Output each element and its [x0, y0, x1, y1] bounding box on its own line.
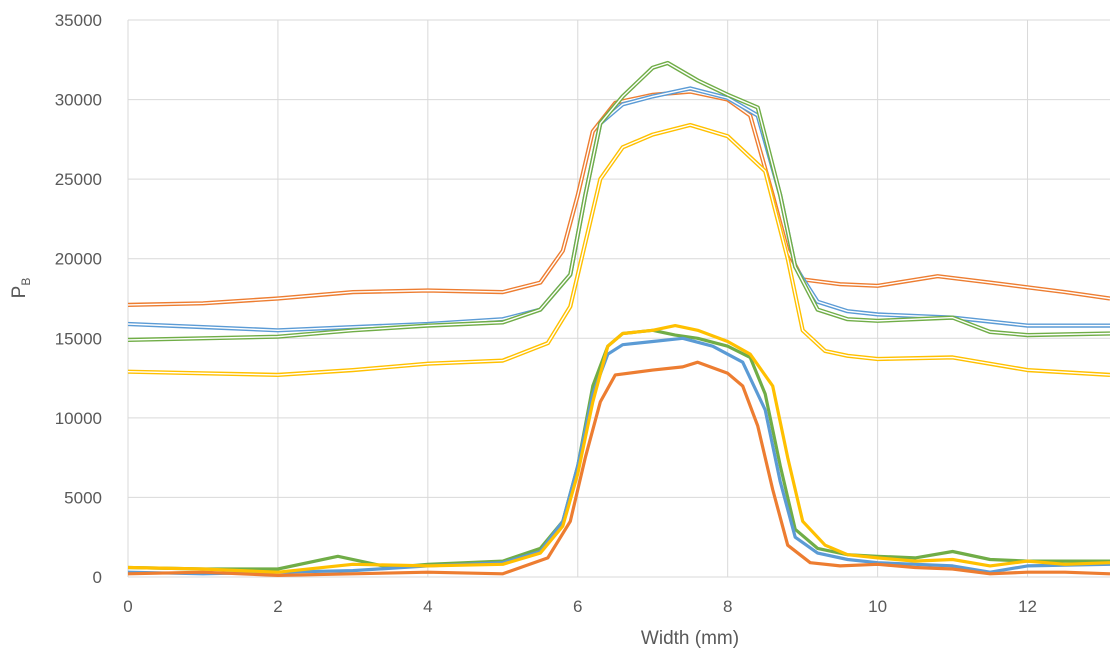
series-line-double-inner	[127, 124, 1110, 376]
series-line-double-inner	[127, 90, 1110, 306]
y-tick-label: 5000	[64, 488, 102, 507]
series-line-double-outer	[127, 89, 1110, 307]
y-tick-label: 35000	[55, 11, 102, 30]
series-line	[127, 324, 1110, 574]
y-tick-label: 20000	[55, 250, 102, 269]
x-tick-label: 6	[573, 597, 582, 616]
x-tick-label: 0	[123, 597, 132, 616]
y-axis-title: PB	[9, 278, 33, 299]
series-line-double-outer	[127, 86, 1110, 333]
y-tick-label: 0	[93, 568, 102, 587]
y-tick-label: 25000	[55, 170, 102, 189]
x-axis-title: Width (mm)	[641, 628, 739, 649]
x-tick-label: 2	[273, 597, 282, 616]
x-tick-label: 10	[868, 597, 887, 616]
y-axis-title-main: P	[9, 286, 30, 299]
series-layer	[127, 60, 1110, 577]
x-tick-label: 8	[723, 597, 732, 616]
series-line-double-inner	[127, 87, 1110, 331]
tick-labels: 0 5000 10000 15000 20000 25000 30000 35000 0 2 4 6 8…	[55, 11, 1037, 616]
x-tick-label: 4	[423, 597, 432, 616]
y-tick-label: 15000	[55, 329, 102, 348]
y-tick-label: 10000	[55, 409, 102, 428]
gridlines	[127, 19, 1110, 578]
series-line	[127, 360, 1110, 577]
y-axis-title-subscript: B	[19, 278, 33, 286]
series-line-double-inner	[127, 62, 1110, 341]
x-tick-label: 12	[1018, 597, 1037, 616]
series-line	[127, 328, 1110, 571]
y-tick-label: 30000	[55, 91, 102, 110]
